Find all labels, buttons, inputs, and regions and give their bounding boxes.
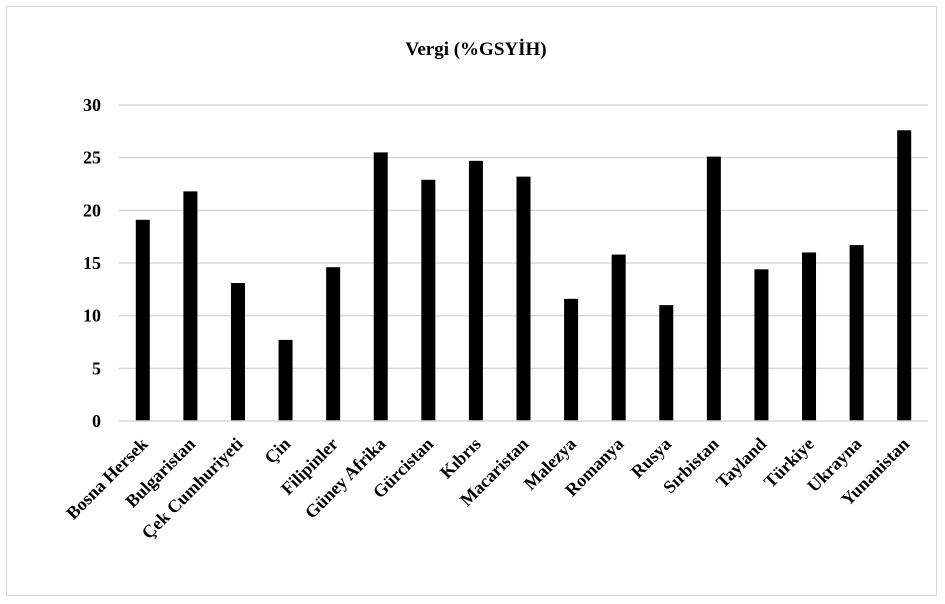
bar [373, 152, 388, 421]
bar [326, 267, 341, 421]
bar [802, 252, 817, 421]
bar [230, 283, 245, 421]
bar [611, 254, 626, 421]
bar [564, 298, 579, 421]
bar [897, 130, 912, 421]
x-tick-label: Tayland [712, 434, 770, 492]
bar [135, 219, 150, 421]
bar [706, 156, 721, 421]
bar [516, 176, 531, 421]
gridlines [119, 104, 928, 370]
bar [421, 179, 436, 421]
bar [754, 269, 769, 421]
bar [278, 339, 293, 421]
bar [183, 191, 198, 421]
bar [849, 245, 864, 421]
y-tick-label: 5 [92, 358, 101, 378]
bar [659, 305, 674, 421]
y-tick-label: 25 [83, 148, 101, 168]
y-tick-label: 15 [83, 253, 101, 273]
y-tick-label: 10 [83, 306, 101, 326]
bars [135, 130, 912, 421]
bar [468, 160, 483, 421]
y-tick-label: 20 [83, 200, 101, 220]
y-tick-label: 30 [83, 95, 101, 115]
y-axis-ticks: 0 5 10 15 20 25 30 [83, 95, 101, 431]
x-tick-label: Çin [260, 434, 294, 468]
y-tick-label: 0 [92, 411, 101, 431]
x-tick-label: Bosna Hersek [62, 434, 151, 523]
chart-title: Vergi (%GSYİH) [405, 39, 546, 60]
